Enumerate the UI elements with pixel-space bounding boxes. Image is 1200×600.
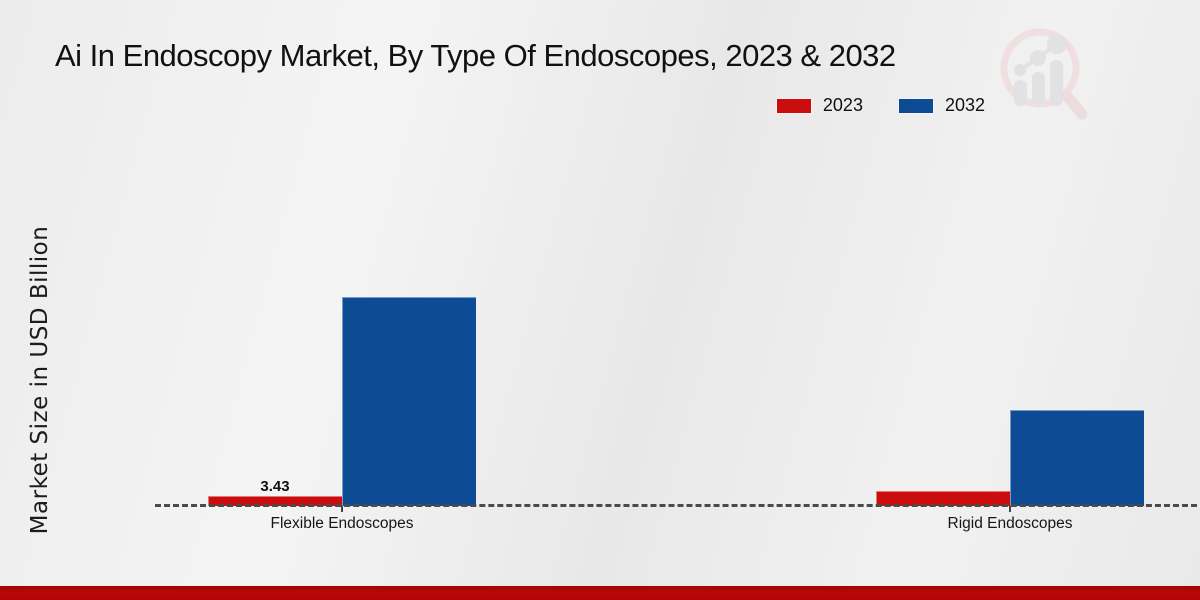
legend-label-2032: 2032: [944, 95, 985, 115]
category-label-rigid-endoscopes: Rigid Endoscopes: [947, 515, 1073, 532]
legend: 2023 2032: [776, 95, 985, 116]
magnifier-bar-chart-logo-icon: [1000, 28, 1088, 120]
chart-title: Ai In Endoscopy Market, By Type Of Endos…: [55, 38, 896, 73]
bar-2023-flexible-endoscopes: [208, 496, 342, 506]
bar-2023-rigid-endoscopes: [876, 491, 1010, 506]
legend-label-2023: 2023: [822, 95, 863, 115]
y-axis-label: Market Size in USD Billion: [27, 225, 53, 535]
category-label-flexible-endoscopes: Flexible Endoscopes: [270, 515, 414, 532]
footer-accent-strip: [0, 586, 1200, 600]
legend-item-2032: 2032: [898, 95, 985, 116]
x-axis-tick-rigid: [1009, 506, 1011, 512]
legend-item-2023: 2023: [776, 95, 863, 116]
data-label-2023-flexible: 3.43: [260, 478, 290, 495]
legend-swatch-2023-icon: [776, 98, 811, 113]
x-axis-baseline: [155, 504, 1197, 507]
legend-swatch-2032-icon: [898, 98, 933, 113]
x-axis-tick-flexible: [341, 506, 343, 512]
bar-2032-flexible-endoscopes: [342, 297, 476, 506]
bar-2032-rigid-endoscopes: [1010, 410, 1144, 506]
